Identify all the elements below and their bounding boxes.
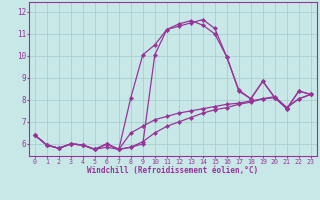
X-axis label: Windchill (Refroidissement éolien,°C): Windchill (Refroidissement éolien,°C) xyxy=(87,166,258,175)
